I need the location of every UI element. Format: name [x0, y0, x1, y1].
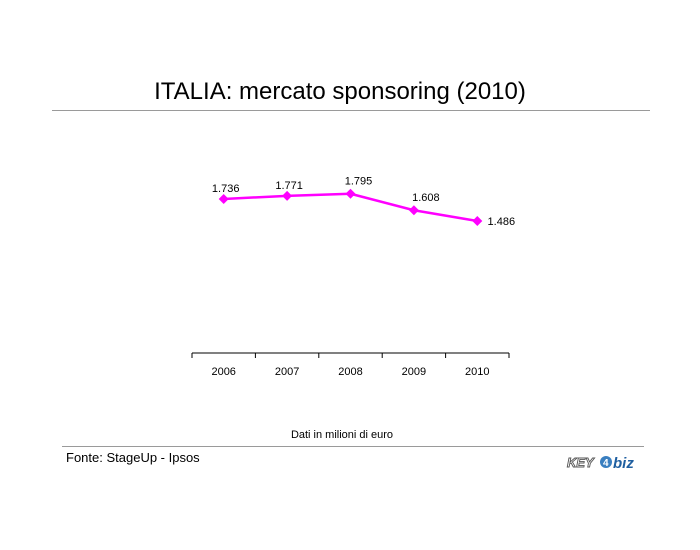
svg-text:biz: biz	[613, 455, 634, 472]
footer-divider	[62, 446, 644, 447]
data-point-marker	[218, 193, 229, 204]
chart-title: ITALIA: mercato sponsoring (2010)	[154, 78, 526, 105]
svg-text:4: 4	[603, 458, 609, 469]
data-point-marker	[282, 190, 293, 201]
x-tick-label: 2006	[211, 366, 235, 378]
data-label: 1.736	[212, 183, 240, 195]
data-label: 1.608	[412, 192, 440, 204]
data-point-marker	[345, 188, 356, 199]
key4biz-logo: KEY 4 biz	[567, 455, 635, 472]
source-text: Fonte: StageUp - Ipsos	[66, 450, 200, 465]
x-tick-label: 2009	[402, 366, 426, 378]
data-label: 1.771	[275, 180, 303, 192]
x-tick-label: 2008	[338, 366, 362, 378]
data-point-marker	[472, 216, 483, 226]
x-tick-label: 2007	[275, 366, 299, 378]
data-label: 1.795	[345, 176, 373, 188]
title-divider	[52, 110, 650, 111]
data-point-marker	[408, 205, 419, 216]
data-label: 1.486	[488, 216, 516, 228]
svg-text:KEY: KEY	[567, 455, 595, 470]
units-note: Dati in milioni di euro	[290, 429, 394, 441]
x-tick-label: 2010	[465, 366, 489, 378]
